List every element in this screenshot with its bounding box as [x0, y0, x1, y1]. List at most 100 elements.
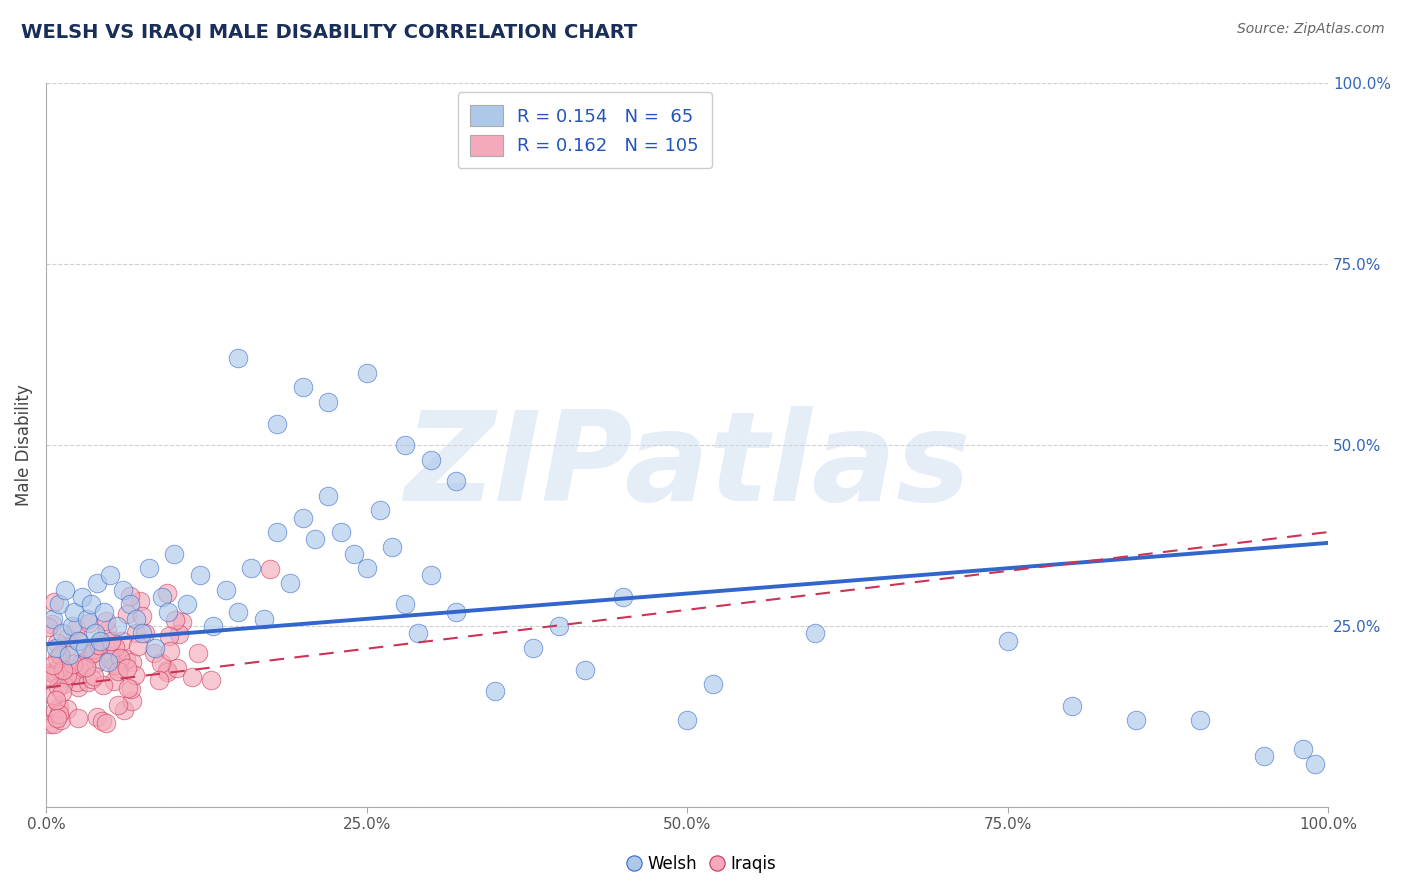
Point — [46, 681, 69, 695]
Point — [63, 605, 86, 619]
Point — [51, 658, 73, 673]
Point — [70, 590, 93, 604]
Point — [56, 631, 79, 645]
Point — [59, 667, 82, 681]
Point — [56, 667, 79, 681]
Point — [45, 636, 67, 650]
Point — [134, 625, 156, 640]
Point — [65, 621, 87, 635]
Point — [127, 639, 149, 653]
Point — [394, 598, 416, 612]
Point — [291, 380, 314, 394]
Point — [148, 673, 170, 688]
Point — [83, 669, 105, 683]
Point — [38, 669, 60, 683]
Point — [104, 640, 127, 655]
Point — [138, 561, 160, 575]
Point — [89, 638, 111, 652]
Point — [98, 568, 121, 582]
Point — [103, 674, 125, 689]
Point — [228, 351, 250, 366]
Point — [66, 674, 89, 689]
Point — [112, 703, 135, 717]
Point — [77, 616, 100, 631]
Point — [266, 524, 288, 539]
Point — [52, 677, 75, 691]
Point — [446, 605, 468, 619]
Point — [163, 613, 186, 627]
Point — [149, 657, 172, 671]
Point — [131, 608, 153, 623]
Point — [82, 672, 104, 686]
Point — [70, 655, 93, 669]
Point — [82, 646, 104, 660]
Point — [73, 640, 96, 655]
Point — [112, 582, 135, 597]
Point — [91, 678, 114, 692]
Point — [446, 475, 468, 489]
Point — [105, 619, 128, 633]
Point — [83, 642, 105, 657]
Point — [107, 664, 129, 678]
Point — [56, 701, 79, 715]
Point — [48, 706, 70, 721]
Point — [58, 640, 80, 654]
Point — [42, 657, 65, 672]
Point — [804, 626, 827, 640]
Point — [180, 670, 202, 684]
Point — [394, 438, 416, 452]
Point — [1305, 756, 1327, 771]
Point — [156, 586, 179, 600]
Point — [1060, 698, 1083, 713]
Point — [86, 575, 108, 590]
Point — [131, 626, 153, 640]
Point — [484, 684, 506, 698]
Point — [188, 568, 211, 582]
Point — [117, 661, 139, 675]
Point — [55, 582, 77, 597]
Point — [121, 655, 143, 669]
Point — [228, 605, 250, 619]
Point — [356, 366, 378, 380]
Point — [97, 655, 120, 669]
Point — [51, 685, 73, 699]
Point — [45, 711, 67, 725]
Point — [129, 594, 152, 608]
Y-axis label: Male Disability: Male Disability — [15, 384, 32, 506]
Point — [80, 644, 103, 658]
Point — [316, 394, 339, 409]
Point — [114, 651, 136, 665]
Point — [98, 652, 121, 666]
Point — [46, 661, 69, 675]
Point — [419, 568, 441, 582]
Point — [62, 657, 84, 672]
Point — [419, 452, 441, 467]
Point — [159, 644, 181, 658]
Point — [356, 561, 378, 575]
Point — [67, 711, 90, 725]
Point — [121, 694, 143, 708]
Point — [84, 656, 107, 670]
Point — [118, 589, 141, 603]
Point — [37, 620, 59, 634]
Point — [406, 626, 429, 640]
Point — [44, 717, 66, 731]
Point — [77, 675, 100, 690]
Point — [156, 665, 179, 679]
Point — [702, 677, 724, 691]
Point — [215, 582, 238, 597]
Point — [200, 673, 222, 687]
Point — [45, 651, 67, 665]
Point — [52, 664, 75, 678]
Point — [1188, 713, 1211, 727]
Point — [75, 659, 97, 673]
Point — [49, 713, 72, 727]
Legend: Welsh, Iraqis: Welsh, Iraqis — [624, 848, 782, 880]
Point — [150, 590, 173, 604]
Point — [49, 648, 72, 662]
Point — [52, 671, 75, 685]
Point — [69, 657, 91, 672]
Point — [76, 653, 98, 667]
Point — [107, 698, 129, 712]
Point — [266, 417, 288, 431]
